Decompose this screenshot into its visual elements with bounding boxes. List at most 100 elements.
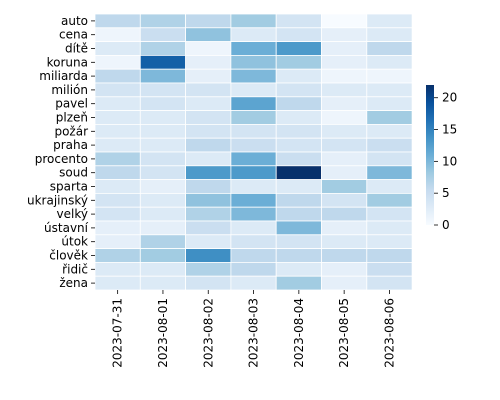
heatmap-cell-dítě-2023-08-01 [139,41,187,56]
heatmap-cell-velký-2023-08-04 [275,206,322,222]
column-label: 2023-08-01 [156,298,170,368]
heatmap-cell-soud-2023-07-31 [94,165,141,181]
heatmap-cell-milión-2023-08-02 [185,82,232,98]
heatmap-cell-ukrajinský-2023-07-31 [94,192,141,208]
heatmap-cell-koruna-2023-08-04 [275,55,322,70]
heatmap-cell-cena-2023-07-31 [94,27,141,42]
row-label: žena [59,276,88,290]
heatmap-cell-plzeň-2023-08-02 [185,110,232,125]
row-label: miliarda [39,69,88,83]
row-labels: autocenadítěkorunamiliardamiliónpavelplz… [27,14,95,290]
heatmap-cell-procento-2023-07-31 [94,151,141,167]
heatmap-cell-praha-2023-08-04 [275,137,322,153]
heatmap-cell-velký-2023-07-31 [94,206,141,222]
heatmap-cell-koruna-2023-07-31 [94,55,141,70]
heatmap-cell-praha-2023-07-31 [94,137,141,153]
heatmap-cell-koruna-2023-08-02 [185,55,232,70]
heatmap-cell-milión-2023-08-01 [139,82,187,98]
heatmap-cell-ústavní-2023-08-05 [321,220,368,236]
row-label: milión [51,83,88,97]
heatmap-cell-velký-2023-08-05 [321,206,368,222]
heatmap-cell-požár-2023-08-03 [230,124,277,139]
row-label: soud [59,166,88,180]
heatmap-cell-ukrajinský-2023-08-04 [275,192,322,208]
column-label: 2023-08-04 [292,298,306,368]
heatmap-cell-auto-2023-08-02 [185,13,232,29]
colorbar-tick-label: 20 [442,91,457,105]
heatmap-cell-pavel-2023-08-05 [321,96,368,112]
heatmap-cell-sparta-2023-07-31 [94,179,141,194]
row-label: sparta [50,180,88,194]
row-label: útok [61,235,88,249]
heatmap-cell-velký-2023-08-02 [185,206,232,222]
heatmap-cell-ústavní-2023-08-02 [185,220,232,236]
row-label: plzeň [56,111,88,125]
heatmap-cell-miliarda-2023-08-04 [275,68,322,84]
heatmap-cell-pavel-2023-08-04 [275,96,322,112]
colorbar-tick-label: 10 [442,154,457,168]
heatmap-cell-sparta-2023-08-02 [185,179,232,194]
heatmap-cell-plzeň-2023-08-06 [366,110,413,125]
heatmap-cell-dítě-2023-08-03 [230,41,277,56]
heatmap-cell-dítě-2023-08-05 [321,41,368,56]
heatmap-cell-řidič-2023-08-03 [230,261,277,277]
row-label: procento [35,152,88,166]
column-labels: 2023-07-31 2023-08-01 2023-08-02 2023-08-03… [111,290,396,368]
row-label: dítě [65,42,88,56]
heatmap-cell-soud-2023-08-02 [185,165,232,181]
heatmap-cell-člověk-2023-07-31 [94,248,141,263]
heatmap-cell-člověk-2023-08-06 [366,248,413,263]
heatmap-cell-žena-2023-08-01 [139,275,187,291]
heatmap-cell-řidič-2023-08-02 [185,261,232,277]
column-label: 2023-07-31 [111,298,125,368]
heatmap-cell-plzeň-2023-08-04 [275,110,322,125]
heatmap-cell-člověk-2023-08-01 [139,248,187,263]
colorbar-gradient [426,85,434,225]
heatmap-cell-pavel-2023-08-06 [366,96,413,112]
heatmap-cell-dítě-2023-07-31 [94,41,141,56]
heatmap-cell-plzeň-2023-08-03 [230,110,277,125]
row-label: řidič [62,262,88,276]
heatmap-cell-koruna-2023-08-03 [230,55,277,70]
heatmap-cell-praha-2023-08-02 [185,137,232,153]
heatmap-cell-útok-2023-08-05 [321,234,368,250]
heatmap-cell-řidič-2023-08-06 [366,261,413,277]
heatmap-cell-dítě-2023-08-06 [366,41,413,56]
heatmap-cell-koruna-2023-08-06 [366,55,413,70]
heatmap-cell-cena-2023-08-05 [321,27,368,42]
heatmap-cell-procento-2023-08-06 [366,151,413,167]
heatmap-cell-žena-2023-08-04 [275,275,322,291]
heatmap-cell-dítě-2023-08-04 [275,41,322,56]
heatmap-cell-ukrajinský-2023-08-05 [321,192,368,208]
heatmap-cell-milión-2023-08-06 [366,82,413,98]
heatmap-cell-miliarda-2023-08-05 [321,68,368,84]
heatmap-cell-ústavní-2023-07-31 [94,220,141,236]
heatmap-cell-auto-2023-08-04 [275,13,322,29]
heatmap-cell-dítě-2023-08-02 [185,41,232,56]
heatmap-cell-procento-2023-08-05 [321,151,368,167]
heatmap-cell-řidič-2023-08-05 [321,261,368,277]
heatmap-cell-miliarda-2023-08-03 [230,68,277,84]
heatmap-cell-auto-2023-08-06 [366,13,413,29]
heatmap-cell-člověk-2023-08-02 [185,248,232,263]
heatmap-cell-praha-2023-08-05 [321,137,368,153]
colorbar-tick-label: 5 [442,186,450,200]
heatmap-cell-útok-2023-08-03 [230,234,277,250]
heatmap-cell-milión-2023-07-31 [94,82,141,98]
heatmap-cell-požár-2023-08-06 [366,124,413,139]
heatmap-cell-cena-2023-08-06 [366,27,413,42]
heatmap-cell-miliarda-2023-08-02 [185,68,232,84]
heatmap-cell-žena-2023-07-31 [94,275,141,291]
heatmap-cell-ukrajinský-2023-08-03 [230,192,277,208]
row-label: praha [53,138,88,152]
heatmap-cell-auto-2023-08-01 [139,13,187,29]
heatmap-cell-velký-2023-08-06 [366,206,413,222]
row-label: ústavní [44,221,89,235]
heatmap-cell-praha-2023-08-01 [139,137,187,153]
heatmap-cell-soud-2023-08-01 [139,165,187,181]
colorbar-tick-label: 0 [442,218,450,232]
row-label: koruna [47,55,88,69]
row-label: velký [57,207,88,221]
heatmap-cell-člověk-2023-08-04 [275,248,322,263]
heatmap-cell-cena-2023-08-02 [185,27,232,42]
